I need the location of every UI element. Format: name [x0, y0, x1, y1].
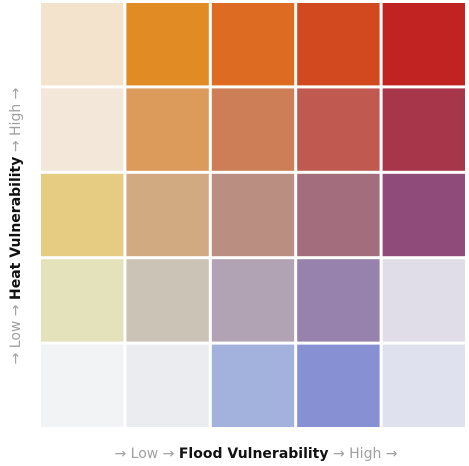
legend-cell-r3-c0: [41, 259, 124, 342]
legend-cell-r1-c4: [382, 88, 465, 171]
legend-cell-r4-c0: [41, 344, 124, 427]
x-arrow-3: →: [333, 446, 345, 462]
legend-cell-r1-c1: [126, 88, 209, 171]
legend-cell-r2-c4: [382, 173, 465, 257]
legend-cell-r1-c3: [297, 88, 380, 171]
y-arrow-3: →: [8, 140, 24, 152]
y-low-label: Low: [8, 321, 24, 349]
legend-cell-r2-c1: [126, 173, 209, 257]
legend-cell-r0-c1: [126, 3, 209, 86]
legend-cells: [41, 3, 465, 427]
legend-cell-r4-c1: [126, 344, 209, 427]
legend-cell-r1-c2: [211, 88, 295, 171]
y-axis-label: → Low → Heat Vulnerability → High →: [8, 87, 24, 364]
legend-cell-r4-c4: [382, 344, 465, 427]
legend-cell-r4-c3: [297, 344, 380, 427]
legend-cell-r2-c0: [41, 173, 124, 257]
legend-cell-r0-c3: [297, 3, 380, 86]
y-high-label: High: [8, 104, 24, 136]
x-arrow-2: →: [163, 446, 175, 462]
legend-cell-r2-c3: [297, 173, 380, 257]
x-axis-label: → Low → Flood Vulnerability → High →: [114, 446, 397, 462]
legend-cell-r3-c4: [382, 259, 465, 342]
legend-cell-r3-c3: [297, 259, 380, 342]
y-arrow-2: →: [8, 304, 24, 316]
x-arrow-4: →: [386, 446, 398, 462]
legend-cell-r3-c2: [211, 259, 295, 342]
x-axis-title: Flood Vulnerability: [179, 446, 329, 462]
y-arrow-1: →: [8, 352, 24, 364]
legend-cell-r0-c2: [211, 3, 295, 86]
y-arrow-4: →: [8, 87, 24, 99]
x-low-label: Low: [131, 446, 159, 462]
x-high-label: High: [349, 446, 381, 462]
legend-cell-r0-c4: [382, 3, 465, 86]
legend-cell-r4-c2: [211, 344, 295, 427]
legend-cell-r0-c0: [41, 3, 124, 86]
y-axis-title: Heat Vulnerability: [8, 157, 24, 300]
legend-cell-r1-c0: [41, 88, 124, 171]
legend-cell-r2-c2: [211, 173, 295, 257]
legend-cell-r3-c1: [126, 259, 209, 342]
x-arrow-1: →: [114, 446, 126, 462]
